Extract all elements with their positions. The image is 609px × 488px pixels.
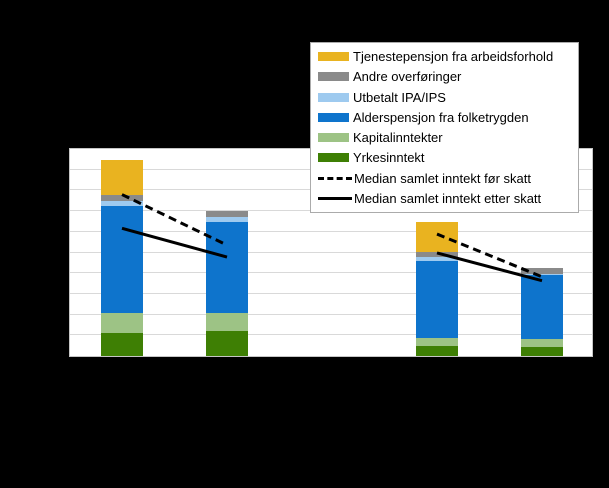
- legend-label: Kapitalinntekter: [353, 130, 443, 146]
- gridline: [70, 313, 592, 315]
- gridline: [70, 292, 592, 294]
- dashed-line-icon: [318, 176, 352, 180]
- bar-segment-yrkesinntekt: [206, 331, 248, 356]
- legend-item-6: Yrkesinntekt: [318, 150, 574, 165]
- legend-item-3: Utbetalt IPA/IPS: [318, 90, 574, 105]
- bar-stack-2: [206, 211, 248, 356]
- legend: Tjenestepensjon fra arbeidsforhold Andre …: [310, 42, 579, 213]
- bar-segment-alderspensjon-fra-folketrygden: [101, 206, 143, 314]
- bar-segment-kapitalinntekter: [521, 339, 563, 348]
- legend-swatch-icon: [318, 133, 349, 143]
- legend-item-8: Median samlet inntekt etter skatt: [318, 191, 574, 206]
- legend-label: Andre overføringer: [353, 69, 462, 85]
- gridline: [70, 272, 592, 274]
- legend-item-1: Tjenestepensjon fra arbeidsforhold: [318, 49, 574, 64]
- solid-line-icon: [318, 196, 352, 200]
- bar-segment-yrkesinntekt: [521, 347, 563, 356]
- legend-label: Alderspensjon fra folketrygden: [353, 109, 529, 125]
- legend-swatch-icon: [318, 72, 349, 82]
- bar-segment-kapitalinntekter: [101, 313, 143, 334]
- legend-item-7: Median samlet inntekt før skatt: [318, 171, 574, 186]
- bar-segment-andre-overf-ringer: [101, 194, 143, 202]
- legend-label: Yrkesinntekt: [353, 150, 425, 166]
- bar-stack-1: [101, 160, 143, 356]
- bar-segment-tjenestepensjon-fra-arbeidsforhold: [416, 222, 458, 253]
- legend-label: Utbetalt IPA/IPS: [353, 89, 446, 105]
- legend-swatch-icon: [318, 52, 349, 61]
- bar-stack-3: [416, 222, 458, 356]
- bar-segment-kapitalinntekter: [206, 313, 248, 332]
- legend-item-4: Alderspensjon fra folketrygden: [318, 110, 574, 125]
- bar-segment-kapitalinntekter: [416, 338, 458, 347]
- bar-segment-tjenestepensjon-fra-arbeidsforhold: [101, 160, 143, 195]
- bar-segment-alderspensjon-fra-folketrygden: [416, 261, 458, 339]
- legend-swatch-icon: [318, 153, 349, 163]
- legend-label: Tjenestepensjon fra arbeidsforhold: [353, 49, 554, 64]
- legend-label: Median samlet inntekt etter skatt: [354, 190, 542, 206]
- legend-label: Median samlet inntekt før skatt: [354, 170, 532, 186]
- gridline: [70, 230, 592, 232]
- legend-swatch-icon: [318, 92, 349, 102]
- gridline: [70, 334, 592, 336]
- bar-segment-alderspensjon-fra-folketrygden: [206, 222, 248, 314]
- legend-item-5: Kapitalinntekter: [318, 130, 574, 145]
- bar-stack-4: [521, 267, 563, 356]
- gridline: [70, 251, 592, 253]
- legend-item-2: Andre overføringer: [318, 69, 574, 84]
- bar-segment-yrkesinntekt: [101, 333, 143, 356]
- legend-swatch-icon: [318, 112, 349, 122]
- bar-segment-alderspensjon-fra-folketrygden: [521, 274, 563, 340]
- bar-segment-yrkesinntekt: [416, 346, 458, 356]
